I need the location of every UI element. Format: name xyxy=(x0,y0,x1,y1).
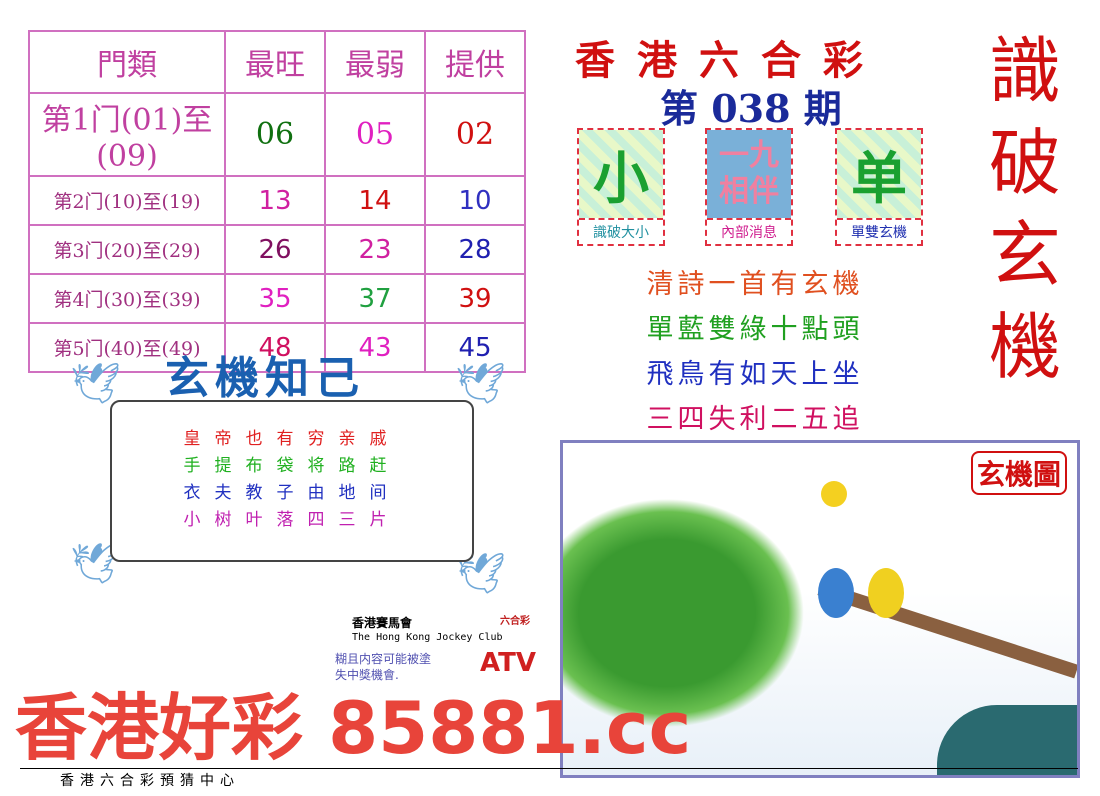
scroll-line: 手提布袋将路赶 xyxy=(183,456,401,476)
footer-divider xyxy=(20,768,1078,769)
table-row: 第3门(20)至(29) 26 23 28 xyxy=(28,224,526,275)
table-row: 第2门(10)至(19) 13 14 10 xyxy=(28,175,526,226)
poem-line: 單藍雙綠十點頭 xyxy=(646,314,864,345)
hint-caption: 識破大小 xyxy=(579,218,663,244)
notice-line-1: 糊且内容可能被塗 xyxy=(335,652,432,666)
bird-icon: 🕊 xyxy=(455,361,506,407)
number-cell: 37 xyxy=(324,273,426,324)
table-row: 第4门(30)至(39) 35 37 39 xyxy=(28,273,526,324)
row-label: 第5门(40)至(49) xyxy=(28,322,226,373)
hint-image: 小 xyxy=(579,130,663,218)
number-cell: 14 xyxy=(324,175,426,226)
bird-yellow xyxy=(868,568,904,618)
scroll-line: 皇帝也有穷亲戚 xyxy=(183,429,401,449)
page-title: 香港六合彩 xyxy=(575,37,885,84)
row-label: 第2门(10)至(19) xyxy=(28,175,226,226)
poem-line: 清詩一首有玄機 xyxy=(646,269,864,300)
row-label: 第1门(01)至(09) xyxy=(28,92,226,177)
header-weakest: 最弱 xyxy=(324,30,426,94)
number-cell: 13 xyxy=(224,175,326,226)
header-category: 門類 xyxy=(28,30,226,94)
jockey-club-en: The Hong Kong Jockey Club xyxy=(352,632,503,643)
scroll-line: 小树叶落四三片 xyxy=(183,510,401,530)
scroll-panel: 皇帝也有穷亲戚 手提布袋将路赶 衣夫教子由地间 小树叶落四三片 xyxy=(110,400,474,562)
footer-text: 香港六合彩預猜中心 xyxy=(60,773,240,789)
number-cell: 43 xyxy=(324,322,426,373)
table-header: 門類 最旺 最弱 提供 xyxy=(28,30,526,94)
hint-box: 一九相伴 內部消息 xyxy=(705,128,793,246)
poem-line: 飛鳥有如天上坐 xyxy=(646,359,864,390)
bird-icon: 🕊 xyxy=(70,361,121,407)
hint-image: 一九相伴 xyxy=(707,130,791,218)
table-row: 第1门(01)至(09) 06 05 02 xyxy=(28,92,526,177)
hint-image: 单 xyxy=(837,130,921,218)
row-label: 第4门(30)至(39) xyxy=(28,273,226,324)
number-cell: 06 xyxy=(224,92,326,177)
moon-icon xyxy=(821,481,847,507)
number-cell: 23 xyxy=(324,224,426,275)
number-cell: 28 xyxy=(424,224,526,275)
hint-box: 小識破大小 xyxy=(577,128,665,246)
number-cell: 10 xyxy=(424,175,526,226)
number-cell: 39 xyxy=(424,273,526,324)
poem-line: 三四失利二五追 xyxy=(646,404,864,435)
scroll-title: 玄機知己 xyxy=(165,353,365,404)
bird-blue xyxy=(818,568,854,618)
number-cell: 45 xyxy=(424,322,526,373)
number-cell: 05 xyxy=(324,92,426,177)
riddle-picture: 玄機圖 xyxy=(560,440,1080,778)
number-cell: 02 xyxy=(424,92,526,177)
issue-number: 第 038 期 xyxy=(660,86,842,131)
header-hottest: 最旺 xyxy=(224,30,326,94)
picture-label: 玄機圖 xyxy=(970,451,1067,495)
jockey-club-zh: 香港賽馬會 xyxy=(352,616,413,630)
watermark: 香港好彩 85881.cc xyxy=(15,686,692,770)
hint-caption: 單雙玄機 xyxy=(837,218,921,244)
hint-box: 单單雙玄機 xyxy=(835,128,923,246)
number-cell: 35 xyxy=(224,273,326,324)
side-title: 識破玄機 xyxy=(988,29,1061,389)
notice-line-2: 失中獎機會. xyxy=(335,668,399,682)
row-label: 第3门(20)至(29) xyxy=(28,224,226,275)
hint-caption: 內部消息 xyxy=(707,218,791,244)
header-provided: 提供 xyxy=(424,30,526,94)
leaf-illustration xyxy=(563,483,823,743)
hill-illustration xyxy=(937,705,1077,775)
number-cell: 48 xyxy=(224,322,326,373)
table-row: 第5门(40)至(49) 48 43 45 xyxy=(28,322,526,373)
scroll-line: 衣夫教子由地间 xyxy=(183,483,401,503)
number-cell: 26 xyxy=(224,224,326,275)
atv-logo: ATV xyxy=(480,648,536,678)
number-table: 門類 最旺 最弱 提供 第1门(01)至(09) 06 05 02 第2门(10)至(1… xyxy=(28,30,526,373)
branch-illustration xyxy=(817,581,1077,679)
mark-six-logo: 六合彩 xyxy=(500,616,530,627)
